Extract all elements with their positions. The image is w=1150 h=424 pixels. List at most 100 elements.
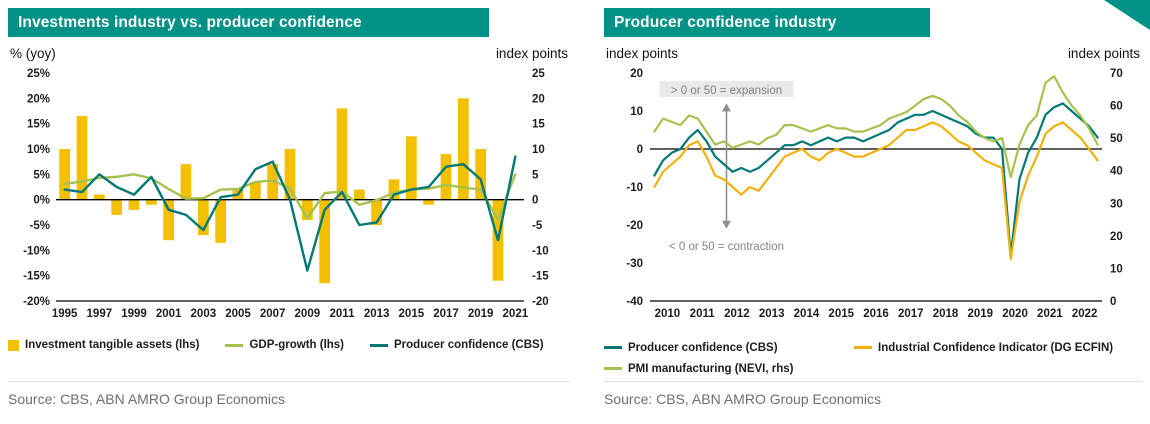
- bar-swatch-icon: [8, 339, 19, 351]
- svg-text:-20: -20: [532, 296, 549, 308]
- svg-text:-15: -15: [532, 271, 549, 283]
- svg-text:2019: 2019: [968, 308, 994, 320]
- left-panel-title: Investments industry vs. producer confid…: [18, 13, 362, 31]
- left-chart: 25% 25 20% 20 15% 15 10% 10 5% 5 0% 0 -5% -5 -10% -10 -1…: [23, 68, 549, 320]
- left-panel-header: Investments industry vs. producer confid…: [8, 8, 489, 37]
- left-panel: Investments industry vs. producer confid…: [8, 8, 570, 407]
- svg-text:-10%: -10%: [23, 245, 50, 257]
- svg-text:< 0 or 50 = contraction: < 0 or 50 = contraction: [669, 241, 784, 253]
- svg-text:2010: 2010: [655, 308, 681, 320]
- svg-text:10: 10: [532, 144, 545, 156]
- right-panel-header: Producer confidence industry: [604, 8, 930, 37]
- svg-text:2014: 2014: [794, 308, 820, 320]
- svg-text:70: 70: [1110, 68, 1123, 80]
- svg-text:20%: 20%: [27, 93, 50, 105]
- legend-label: PMI manufacturing (NEVI, rhs): [628, 362, 794, 375]
- svg-text:2013: 2013: [759, 308, 785, 320]
- left-unit-rhs: index points: [495, 46, 568, 61]
- svg-text:2003: 2003: [191, 308, 217, 320]
- svg-text:10: 10: [1110, 263, 1123, 275]
- left-unit-lhs: % (yoy): [10, 46, 56, 61]
- svg-text:2013: 2013: [364, 308, 390, 320]
- svg-text:1995: 1995: [52, 308, 78, 320]
- svg-text:> 0 or 50 = expansion: > 0 or 50 = expansion: [671, 85, 782, 97]
- right-unit-lhs: index points: [606, 46, 679, 61]
- svg-text:30: 30: [1110, 198, 1123, 210]
- svg-text:10: 10: [630, 106, 643, 118]
- line-swatch-icon: [225, 343, 244, 347]
- svg-text:2001: 2001: [156, 308, 182, 320]
- right-panel-title: Producer confidence industry: [614, 13, 837, 31]
- svg-text:15: 15: [532, 119, 545, 131]
- right-panel: Producer confidence industry index point…: [604, 8, 1142, 407]
- line-swatch-icon: [370, 343, 389, 347]
- legend-label: Investment tangible assets (lhs): [25, 339, 200, 351]
- left-legend: Investment tangible assets (lhs) GDP-gro…: [8, 339, 570, 377]
- svg-text:2021: 2021: [1037, 308, 1063, 320]
- svg-text:-20%: -20%: [23, 296, 50, 308]
- right-legend: Producer confidence (CBS) Industrial Con…: [604, 339, 1142, 377]
- right-axis-units: index points index points: [604, 46, 1142, 61]
- svg-text:5%: 5%: [33, 169, 50, 181]
- svg-text:2021: 2021: [503, 308, 529, 320]
- svg-text:25%: 25%: [27, 68, 50, 80]
- svg-text:-15%: -15%: [23, 271, 50, 283]
- svg-text:-10: -10: [626, 182, 643, 194]
- svg-text:25: 25: [532, 68, 545, 80]
- svg-text:15%: 15%: [27, 119, 50, 131]
- line-swatch-icon: [604, 346, 622, 349]
- svg-text:-20: -20: [626, 220, 643, 232]
- right-source-note: Source: CBS, ABN AMRO Group Economics: [604, 381, 1142, 407]
- svg-text:40: 40: [1110, 166, 1123, 178]
- legend-item-industrial-confidence: Industrial Confidence Indicator (DG ECFI…: [854, 339, 1142, 356]
- svg-text:20: 20: [630, 68, 643, 80]
- legend-item-gdp: GDP-growth (lhs): [225, 339, 344, 351]
- svg-text:0: 0: [1110, 296, 1116, 308]
- svg-text:2020: 2020: [1002, 308, 1028, 320]
- svg-text:2018: 2018: [933, 308, 959, 320]
- legend-item-pmi: PMI manufacturing (NEVI, rhs): [604, 360, 854, 377]
- svg-text:2017: 2017: [898, 308, 924, 320]
- svg-text:60: 60: [1110, 101, 1123, 113]
- svg-text:-30: -30: [626, 258, 643, 270]
- svg-text:2017: 2017: [433, 308, 459, 320]
- svg-text:0: 0: [637, 144, 643, 156]
- svg-text:2022: 2022: [1072, 308, 1098, 320]
- legend-label: Industrial Confidence Indicator (DG ECFI…: [878, 341, 1114, 354]
- svg-text:2011: 2011: [690, 308, 716, 320]
- left-source-note: Source: CBS, ABN AMRO Group Economics: [8, 381, 570, 407]
- legend-label: GDP-growth (lhs): [249, 339, 345, 351]
- svg-text:20: 20: [532, 93, 545, 105]
- svg-text:1999: 1999: [121, 308, 147, 320]
- corner-accent-triangle: [1104, 0, 1150, 30]
- legend-item-producer-confidence: Producer confidence (CBS): [370, 339, 544, 351]
- legend-item-producer-confidence: Producer confidence (CBS): [604, 339, 854, 356]
- legend-label: Producer confidence (CBS): [628, 341, 778, 354]
- left-axis-units: % (yoy) index points: [8, 46, 570, 61]
- svg-text:2007: 2007: [260, 308, 286, 320]
- svg-text:5: 5: [532, 169, 539, 181]
- svg-text:2015: 2015: [399, 308, 425, 320]
- svg-text:-10: -10: [532, 245, 549, 257]
- svg-text:0: 0: [532, 195, 538, 207]
- svg-text:2012: 2012: [724, 308, 750, 320]
- right-unit-rhs: index points: [1067, 46, 1140, 61]
- svg-text:0%: 0%: [33, 195, 50, 207]
- svg-text:20: 20: [1110, 231, 1123, 243]
- svg-text:2015: 2015: [828, 308, 854, 320]
- svg-text:50: 50: [1110, 133, 1123, 145]
- svg-text:1997: 1997: [87, 308, 113, 320]
- legend-label: Producer confidence (CBS): [394, 339, 544, 351]
- svg-text:2005: 2005: [225, 308, 251, 320]
- svg-text:-40: -40: [626, 296, 643, 308]
- line-swatch-icon: [604, 367, 622, 370]
- svg-text:2016: 2016: [863, 308, 889, 320]
- svg-text:10%: 10%: [27, 144, 50, 156]
- svg-text:2019: 2019: [468, 308, 494, 320]
- svg-text:2009: 2009: [295, 308, 321, 320]
- line-swatch-icon: [854, 346, 872, 349]
- svg-text:-5: -5: [532, 220, 543, 232]
- legend-item-investment: Investment tangible assets (lhs): [8, 339, 199, 351]
